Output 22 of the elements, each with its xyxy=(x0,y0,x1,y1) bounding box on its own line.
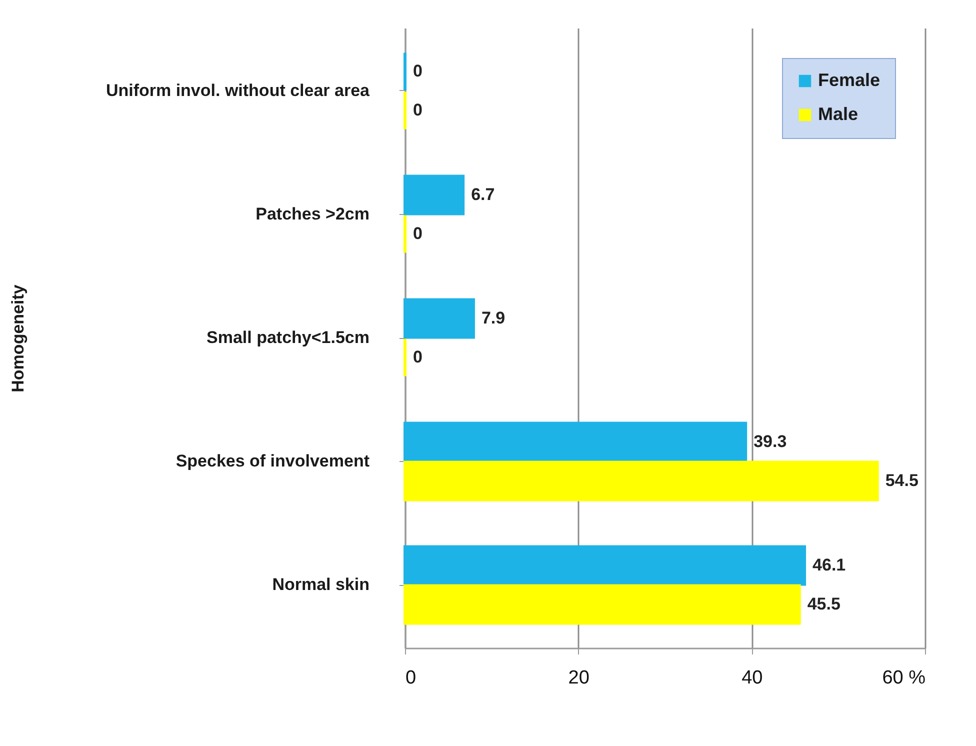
y-tick-label: Small patchy<1.5cm xyxy=(206,328,370,347)
data-label: 0 xyxy=(413,348,422,367)
data-label: 0 xyxy=(413,61,422,80)
data-label: 54.5 xyxy=(885,471,918,490)
legend-label: Male xyxy=(818,104,858,124)
data-label: 0 xyxy=(413,100,422,120)
x-tick-label: 40 xyxy=(742,668,763,688)
y-tick-label: Speckes of involvement xyxy=(176,452,370,471)
y-tick-label: Patches >2cm xyxy=(256,204,370,224)
data-label: 7.9 xyxy=(481,308,506,328)
y-tick-label: Normal skin xyxy=(272,575,370,594)
data-label: 46.1 xyxy=(812,555,846,574)
y-tick-label: Uniform invol. without clear area xyxy=(106,80,370,100)
data-label: 0 xyxy=(413,224,422,244)
data-label: 39.3 xyxy=(754,432,787,451)
data-label: 45.5 xyxy=(807,594,840,614)
legend-label: Female xyxy=(818,70,880,90)
y-axis-title: Homogeneity xyxy=(8,284,28,392)
x-tick-label: 0 xyxy=(406,668,416,688)
x-tick-label: 20 xyxy=(568,668,590,688)
x-tick-label: 60 % xyxy=(882,668,926,688)
data-label: 6.7 xyxy=(471,184,495,204)
